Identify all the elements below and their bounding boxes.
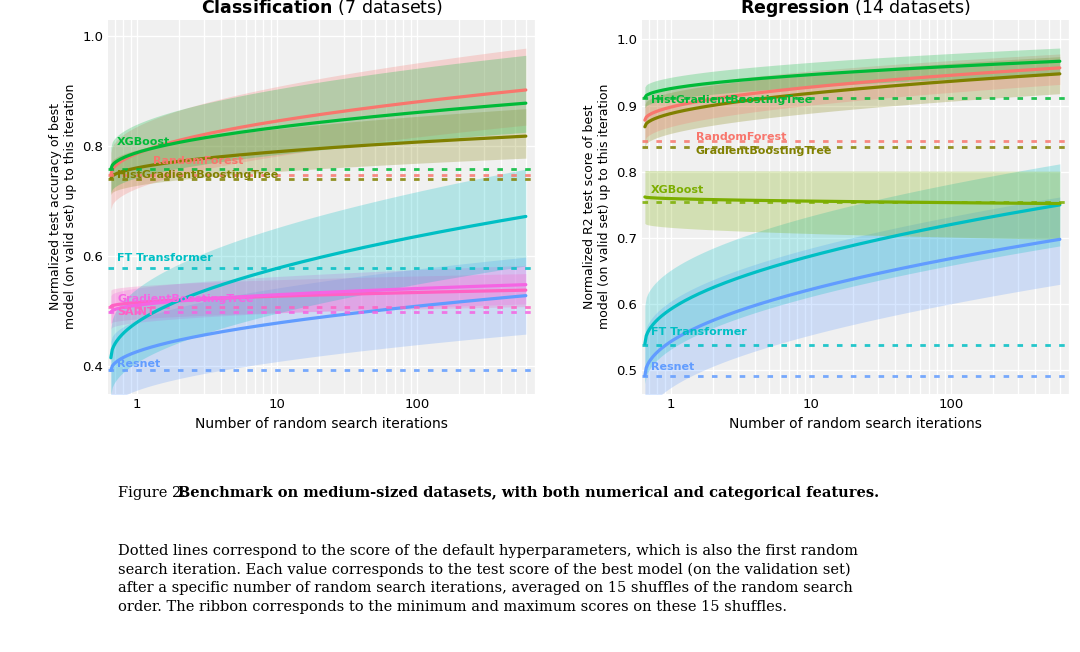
Text: RandomForest: RandomForest xyxy=(153,156,243,166)
Title: $\bf{Classification}$ (7 datasets): $\bf{Classification}$ (7 datasets) xyxy=(201,0,443,16)
Y-axis label: Normalized R2 test score of best
model (on valid set) up to this iteration: Normalized R2 test score of best model (… xyxy=(582,84,610,329)
Text: Figure 2:: Figure 2: xyxy=(118,486,190,500)
Text: HistGradientBoostingTree: HistGradientBoostingTree xyxy=(117,170,279,180)
Text: Benchmark on medium-sized datasets, with both numerical and categorical features: Benchmark on medium-sized datasets, with… xyxy=(178,486,879,500)
X-axis label: Number of random search iterations: Number of random search iterations xyxy=(195,417,448,431)
Text: GradientBoostingTree: GradientBoostingTree xyxy=(117,294,254,304)
Text: XGBoost: XGBoost xyxy=(117,137,171,147)
Title: $\bf{Regression}$ (14 datasets): $\bf{Regression}$ (14 datasets) xyxy=(740,0,971,19)
Text: FT Transformer: FT Transformer xyxy=(651,327,747,337)
Text: Resnet: Resnet xyxy=(117,359,160,370)
Text: Resnet: Resnet xyxy=(651,362,694,372)
Text: XGBoost: XGBoost xyxy=(651,185,704,196)
Text: GradientBoostingTree: GradientBoostingTree xyxy=(696,146,832,156)
Text: RandomForest: RandomForest xyxy=(696,132,786,142)
Text: SAINT: SAINT xyxy=(117,306,154,317)
Text: HistGradientBoostingTree: HistGradientBoostingTree xyxy=(651,95,812,106)
X-axis label: Number of random search iterations: Number of random search iterations xyxy=(729,417,982,431)
Text: FT Transformer: FT Transformer xyxy=(117,253,213,263)
Y-axis label: Normalized test accuracy of best
model (on valid set) up to this iteration: Normalized test accuracy of best model (… xyxy=(49,84,77,329)
Text: Dotted lines correspond to the score of the default hyperparameters, which is al: Dotted lines correspond to the score of … xyxy=(118,544,858,614)
